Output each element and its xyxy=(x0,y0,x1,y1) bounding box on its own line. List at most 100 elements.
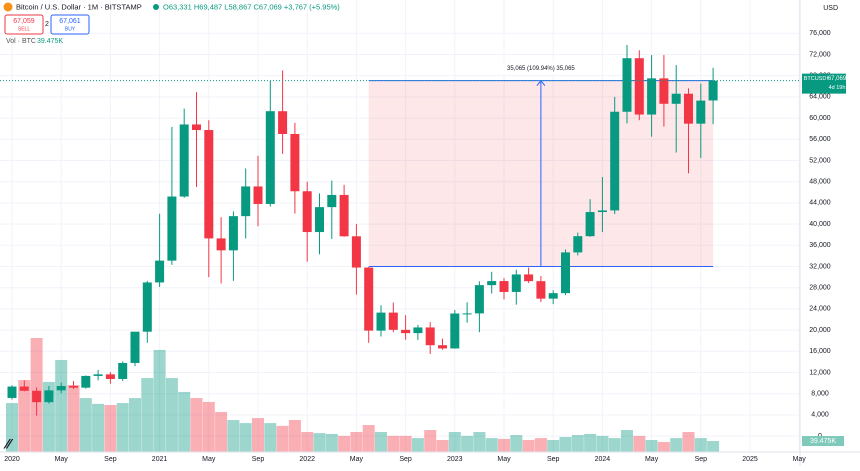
candle-body xyxy=(462,313,472,315)
volume-bar xyxy=(399,435,412,452)
volume-bar xyxy=(707,441,720,452)
price-tag-countdown: 4d 19h xyxy=(829,85,846,91)
candle-body xyxy=(253,186,263,204)
y-tick-label: 52,000 xyxy=(809,157,831,164)
price-tag-price: 67,069 xyxy=(828,76,847,82)
x-tick-label: 2020 xyxy=(4,456,20,463)
volume-bar xyxy=(448,431,461,452)
x-tick-label: Sep xyxy=(399,456,412,463)
candle-body xyxy=(167,196,177,261)
volume-bar xyxy=(55,359,68,452)
candle-body xyxy=(216,238,226,251)
volume-bar xyxy=(534,438,547,452)
volume-bar xyxy=(264,423,277,452)
x-tick-label: May xyxy=(793,456,807,463)
sell-button[interactable] xyxy=(4,14,44,35)
x-tick-label: 2023 xyxy=(447,456,463,463)
x-tick-label: Sep xyxy=(695,456,708,463)
x-tick-label: May xyxy=(202,456,216,463)
volume-bar xyxy=(18,379,31,452)
x-tick-label: 2022 xyxy=(299,456,315,463)
volume-value: 39.475K xyxy=(37,38,63,45)
candle-body xyxy=(32,390,42,403)
volume-bar xyxy=(670,438,683,452)
volume-bar xyxy=(559,436,572,452)
candle-body xyxy=(634,58,644,115)
candle-body xyxy=(622,58,632,112)
y-tick-label: 40,000 xyxy=(809,221,831,228)
candle-body xyxy=(438,345,447,349)
y-tick-label: 4,000 xyxy=(811,412,829,419)
volume-bar xyxy=(338,435,351,452)
volume-bar xyxy=(325,433,338,452)
candle-body xyxy=(610,111,620,211)
y-tick-label: 24,000 xyxy=(809,306,831,313)
volume-bar xyxy=(141,378,154,452)
volume-bar xyxy=(387,435,400,452)
candle-body xyxy=(511,274,521,292)
price-tag xyxy=(828,73,846,94)
candle-body xyxy=(105,374,115,379)
candle-body xyxy=(597,210,607,213)
volume-bar xyxy=(178,391,191,452)
volume-bar xyxy=(547,440,560,452)
candle-body xyxy=(548,293,558,299)
volume-bar xyxy=(498,438,510,452)
price-tag-name: BTCUSD xyxy=(804,76,827,82)
x-tick-label: 2025 xyxy=(742,456,758,463)
x-tick-label: Sep xyxy=(252,456,265,463)
volume-bar xyxy=(694,438,707,452)
volume-bar xyxy=(645,440,658,452)
y-tick-label: 64,000 xyxy=(809,94,831,101)
candle-body xyxy=(450,313,460,349)
ohlc: O63,331 H69,487 L58,867 C67,069 +3,767 (… xyxy=(163,2,340,11)
y-tick-label: 20,000 xyxy=(809,327,831,334)
buy-price: 67,061 xyxy=(59,18,81,25)
volume-bar xyxy=(682,431,695,452)
volume-name: Vol · BTC xyxy=(6,38,36,45)
candle-body xyxy=(118,362,128,379)
x-tick-label: May xyxy=(350,456,364,463)
volume-bar xyxy=(116,403,129,452)
candle-body xyxy=(44,390,54,403)
volume-bar xyxy=(633,435,646,452)
candle-body xyxy=(228,216,238,251)
volume-bar xyxy=(301,431,314,452)
y-tick-label: 16,000 xyxy=(809,348,831,355)
volume-bar xyxy=(6,403,18,452)
buy-button[interactable] xyxy=(50,14,90,35)
volume-bar xyxy=(596,435,609,452)
x-tick-label: 2021 xyxy=(152,456,168,463)
candle-body xyxy=(524,274,534,282)
candle-body xyxy=(241,186,251,217)
volume-tag-label: 39.475K xyxy=(810,438,836,445)
volume-bar xyxy=(461,435,474,452)
candle-body xyxy=(93,374,103,376)
candle-body xyxy=(708,80,718,101)
y-tick-label: 12,000 xyxy=(809,369,831,376)
y-tick-label: 36,000 xyxy=(809,242,831,249)
volume-bar xyxy=(215,411,228,452)
volume-bar xyxy=(190,398,203,452)
volume-bar xyxy=(276,425,289,452)
candle-body xyxy=(376,312,386,331)
volume-bar xyxy=(362,425,375,452)
candle-body xyxy=(536,281,546,299)
candle-body xyxy=(265,111,275,204)
y-tick-label: 32,000 xyxy=(809,263,831,270)
sell-label: SELL xyxy=(18,26,30,32)
volume-bar xyxy=(473,431,486,452)
candle-body xyxy=(204,130,214,239)
volume-bar xyxy=(252,418,264,452)
candle-body xyxy=(671,93,681,104)
volume-bar xyxy=(67,384,80,452)
volume-bar xyxy=(202,401,215,452)
volume-bar xyxy=(153,349,166,452)
volume-bar xyxy=(522,440,535,452)
candle-body xyxy=(339,194,349,237)
candle-body xyxy=(302,191,312,233)
candle-body xyxy=(142,282,152,332)
candle-body xyxy=(192,124,201,131)
